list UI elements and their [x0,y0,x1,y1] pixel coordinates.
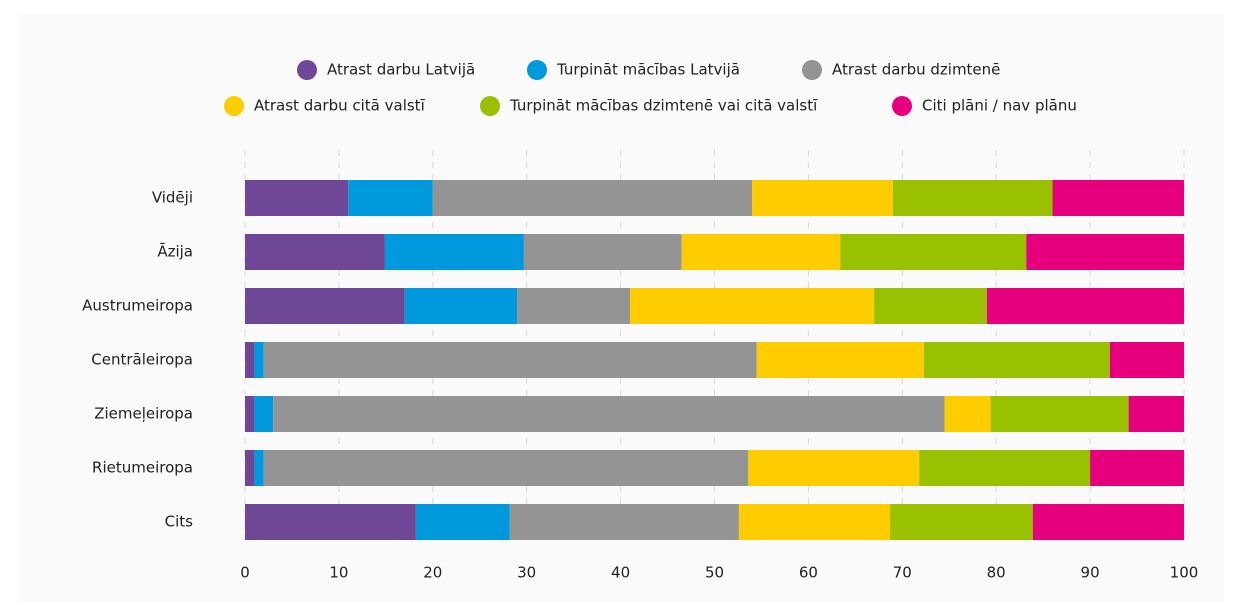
bar-segment [986,288,1184,324]
bar-segment [384,234,524,270]
legend-label: Turpināt mācības Latvijā [556,61,740,79]
x-tick-label: 70 [893,564,912,582]
x-tick-label: 60 [799,564,818,582]
bar-segment [756,342,924,378]
bar-segment [254,396,274,432]
bar-segment [1026,234,1184,270]
x-tick-label: 90 [1081,564,1100,582]
bar-segment [517,288,630,324]
bar-segment [738,504,891,540]
bar-segment [263,450,749,486]
x-tick-label: 0 [240,564,250,582]
x-tick-label: 100 [1170,564,1199,582]
bar-segment [245,396,255,432]
bar-segment [681,234,841,270]
legend-marker [480,96,500,116]
y-tick-label: Āzija [157,243,193,261]
legend-marker [802,60,822,80]
bar-segment [1052,180,1184,216]
x-tick-label: 80 [987,564,1006,582]
bar-segment [245,504,416,540]
x-tick-label: 10 [329,564,348,582]
bar-segment [245,450,255,486]
bar-segment [523,234,682,270]
bar-segment [890,504,1033,540]
bar-segment [415,504,510,540]
bar-segment [629,288,875,324]
legend-label: Turpināt mācības dzimtenē vai citā valst… [509,97,818,115]
bar-segment [404,288,518,324]
y-tick-label: Vidēji [152,189,193,207]
legend-marker [224,96,244,116]
x-tick-label: 30 [517,564,536,582]
x-tick-label: 20 [423,564,442,582]
legend-marker [527,60,547,80]
legend-marker [892,96,912,116]
bar-segment [990,396,1129,432]
bar-segment [245,180,349,216]
bar-segment [1128,396,1184,432]
bar-segment [263,342,757,378]
bar-segment [944,396,991,432]
legend-marker [297,60,317,80]
bar-segment [509,504,739,540]
bar-segment [273,396,945,432]
bar-segment [874,288,987,324]
bar-segment [245,288,405,324]
bar-segment [254,342,264,378]
bar-segment [892,180,1053,216]
bar-segment [1090,450,1184,486]
bar-segment [919,450,1091,486]
legend-label: Atrast darbu Latvijā [327,61,475,79]
legend-label: Atrast darbu citā valstī [254,97,426,115]
bar-segment [245,234,385,270]
bar-segment [348,180,433,216]
y-tick-label: Rietumeiropa [92,459,193,477]
bar-segment [254,450,264,486]
bar-segment [245,342,255,378]
y-tick-label: Centrāleiropa [91,351,193,369]
y-tick-label: Austrumeiropa [82,297,193,315]
bar-segment [1032,504,1184,540]
y-tick-label: Cits [165,513,194,531]
x-tick-label: 50 [705,564,724,582]
bar-segment [1109,342,1184,378]
bar-segment [432,180,753,216]
y-tick-label: Ziemeļeiropa [94,405,193,423]
legend-label: Citi plāni / nav plānu [922,97,1077,115]
bar-segment [923,342,1110,378]
x-tick-label: 40 [611,564,630,582]
bar-segment [840,234,1027,270]
bar-segment [748,450,920,486]
bar-segment [752,180,893,216]
legend-label: Atrast darbu dzimtenē [832,61,1000,79]
